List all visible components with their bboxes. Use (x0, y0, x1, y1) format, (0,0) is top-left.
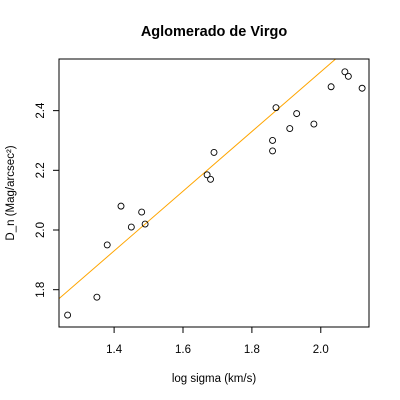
y-tick-label: 1.8 (35, 282, 47, 298)
x-tick-label: 1.4 (106, 344, 123, 356)
y-tick-label: 2.4 (35, 102, 47, 119)
x-tick-label: 1.8 (244, 344, 260, 356)
y-tick-label: 2.0 (35, 222, 47, 238)
y-tick-label: 2.2 (35, 162, 47, 178)
y-axis-label: D_n (Mag/arcsec²) (5, 145, 17, 240)
x-tick-label: 2.0 (313, 344, 329, 356)
x-axis-label: log sigma (km/s) (172, 373, 257, 385)
chart-title: Aglomerado de Virgo (141, 24, 288, 40)
x-tick-label: 1.6 (175, 344, 191, 356)
